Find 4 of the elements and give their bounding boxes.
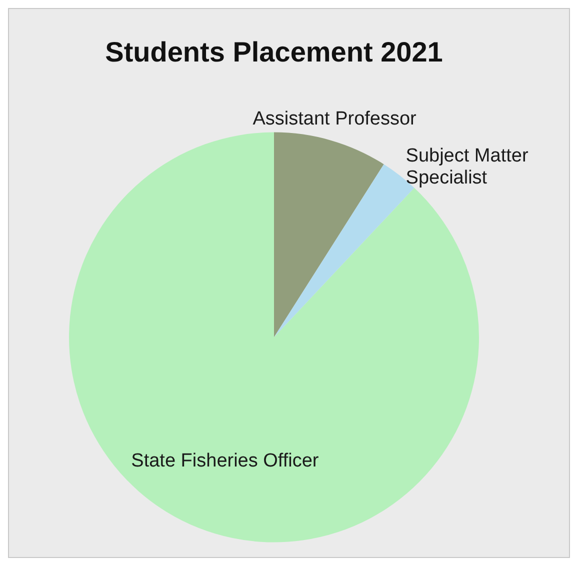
chart-title: Students Placement 2021 bbox=[105, 36, 443, 68]
slice-label: Assistant Professor bbox=[252, 108, 418, 130]
slice-label: State Fisheries Officer bbox=[131, 450, 320, 472]
slice-label: Subject Matter Specialist bbox=[406, 146, 529, 189]
